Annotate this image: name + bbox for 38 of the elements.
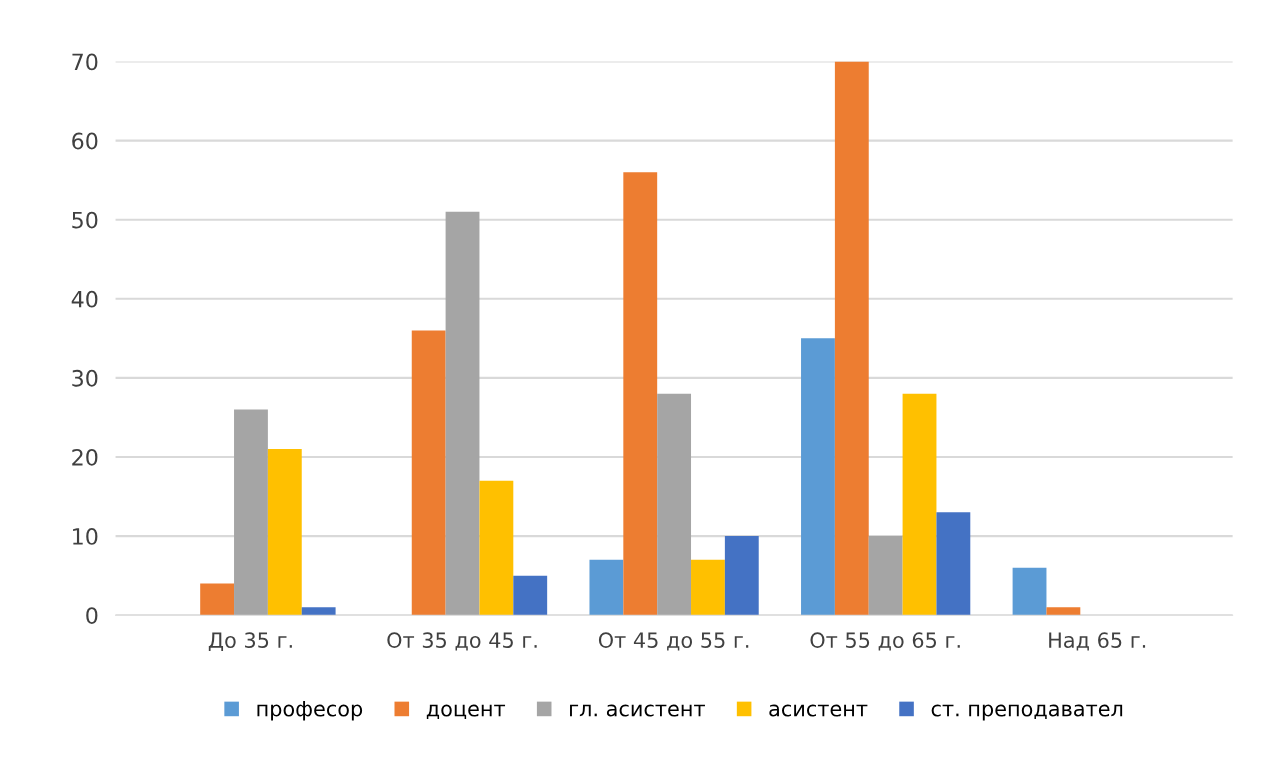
bar xyxy=(724,536,759,616)
y-tick-label: 10 xyxy=(73,528,98,545)
y-tick-label: 0 xyxy=(86,607,98,624)
bar xyxy=(1046,607,1081,616)
bar xyxy=(479,480,514,616)
x-tick-label: Над 65 г. xyxy=(1049,632,1146,651)
legend-label: гл. асистент xyxy=(570,704,705,717)
legend-label: асистент xyxy=(769,704,868,717)
bar xyxy=(589,559,624,616)
bar xyxy=(513,575,548,616)
bar xyxy=(623,172,658,616)
bar xyxy=(868,536,903,616)
x-tick-label: До 35 г. xyxy=(208,632,292,651)
y-tick-label: 30 xyxy=(72,369,98,387)
bar xyxy=(801,338,835,616)
x-tick-label: От 55 до 65 г. xyxy=(810,632,960,651)
bar xyxy=(234,409,268,616)
bar xyxy=(691,559,725,616)
legend-label: ст. преподавател xyxy=(931,704,1123,721)
y-tick-label: 40 xyxy=(71,290,98,308)
bar xyxy=(1012,567,1047,616)
y-tick-label: 50 xyxy=(72,211,98,229)
bar xyxy=(411,330,446,616)
bar xyxy=(902,393,937,616)
y-tick-label: 20 xyxy=(72,448,98,466)
legend-label: доцент xyxy=(426,704,506,720)
bar xyxy=(301,607,336,616)
legend-label: професор xyxy=(257,701,363,721)
bar xyxy=(936,512,971,616)
bar xyxy=(657,393,692,616)
bar xyxy=(834,61,869,616)
bar xyxy=(200,583,235,616)
y-tick-label: 60 xyxy=(72,132,98,150)
y-tick-label: 70 xyxy=(72,53,98,71)
bar xyxy=(267,449,302,616)
x-tick-label: От 35 до 45 г. xyxy=(387,632,537,651)
x-tick-label: От 45 до 55 г. xyxy=(598,632,749,651)
bar xyxy=(445,211,480,616)
